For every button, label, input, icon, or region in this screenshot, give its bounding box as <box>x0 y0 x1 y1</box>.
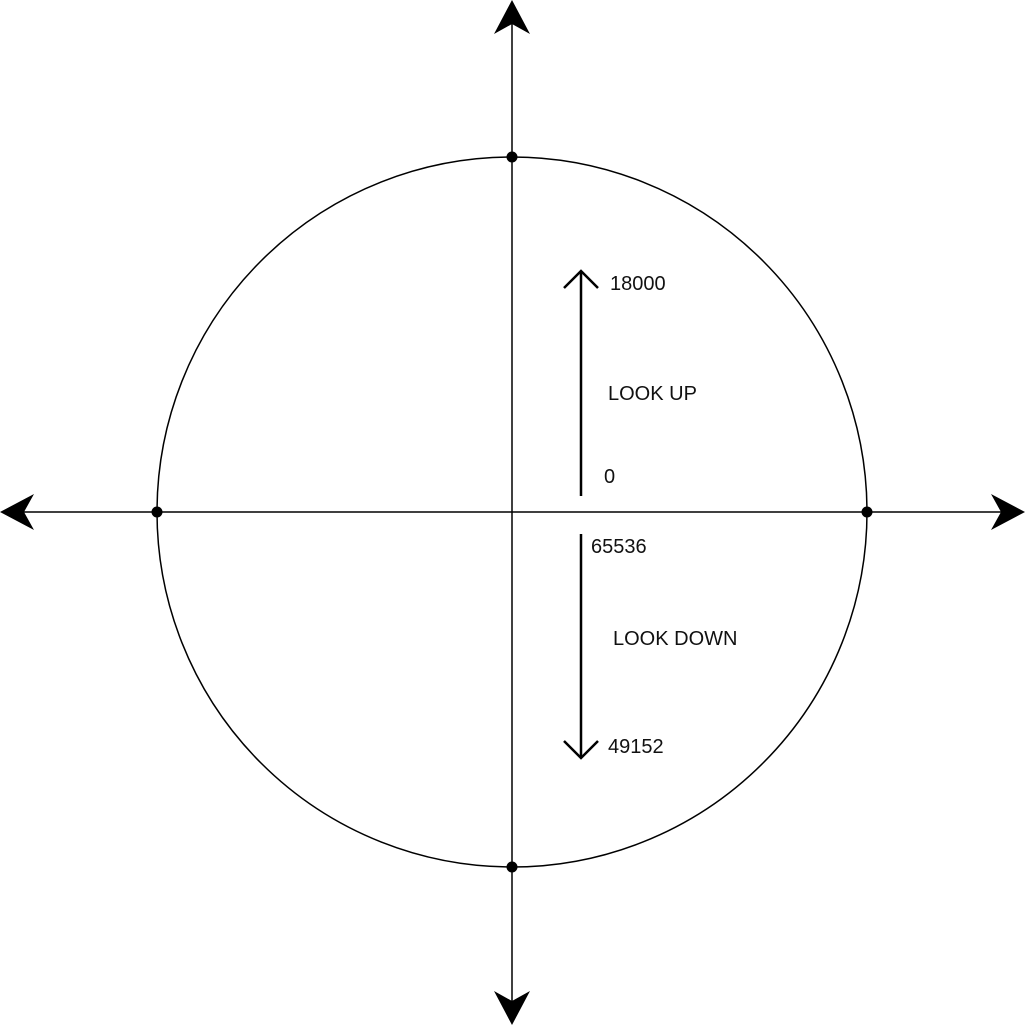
look-down-label: LOOK DOWN <box>613 628 737 650</box>
look-up-arrow-head <box>563 269 599 289</box>
bottom-point <box>506 861 518 873</box>
zero-label: 0 <box>604 466 615 488</box>
bottom-arrowhead <box>494 991 530 1025</box>
top-arrowhead <box>494 0 530 34</box>
left-arrowhead <box>0 494 34 530</box>
right-arrowhead <box>991 494 1025 530</box>
look-down-arrow-head <box>563 740 599 760</box>
left-point <box>151 506 163 518</box>
down-max-label: 49152 <box>608 736 664 758</box>
look-up-label: LOOK UP <box>608 383 697 405</box>
right-point <box>861 506 873 518</box>
wrap-label: 65536 <box>591 536 647 558</box>
top-point <box>506 151 518 163</box>
up-max-label: 18000 <box>610 273 666 295</box>
